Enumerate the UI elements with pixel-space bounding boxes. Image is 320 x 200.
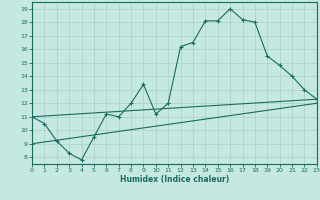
X-axis label: Humidex (Indice chaleur): Humidex (Indice chaleur) (120, 175, 229, 184)
